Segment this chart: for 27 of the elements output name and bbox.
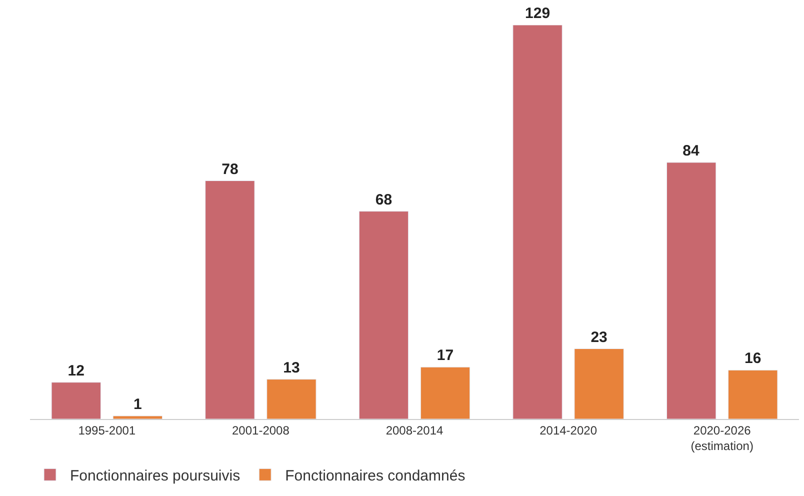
legend-label: Fonctionnaires condamnés	[285, 468, 466, 484]
data-label: 13	[283, 359, 300, 376]
legend-label: Fonctionnaires poursuivis	[70, 468, 240, 484]
data-label: 12	[68, 362, 84, 380]
bar	[51, 382, 101, 419]
bar	[266, 379, 316, 419]
bar	[205, 180, 255, 419]
x-tick-label: 1995-2001	[78, 423, 136, 438]
x-tick-label: 2008-2014	[386, 423, 444, 438]
bar	[112, 416, 163, 419]
data-label: 23	[590, 328, 608, 346]
bar	[358, 211, 409, 419]
bar	[666, 162, 716, 419]
data-label: 84	[682, 142, 700, 160]
x-tick-label: 2014-2020	[540, 423, 598, 438]
data-label: 17	[436, 347, 454, 364]
x-tick-label: 2001-2008	[232, 423, 290, 438]
data-label: 68	[375, 191, 392, 208]
data-label: 16	[744, 350, 762, 368]
bar	[420, 366, 470, 419]
bar	[574, 348, 624, 419]
data-label: 129	[525, 5, 550, 22]
x-tick-label: 2020-2026 (estimation)	[690, 423, 754, 453]
bar	[512, 25, 562, 419]
data-label: 78	[222, 160, 238, 178]
data-label: 1	[133, 396, 142, 413]
bar	[728, 370, 778, 419]
